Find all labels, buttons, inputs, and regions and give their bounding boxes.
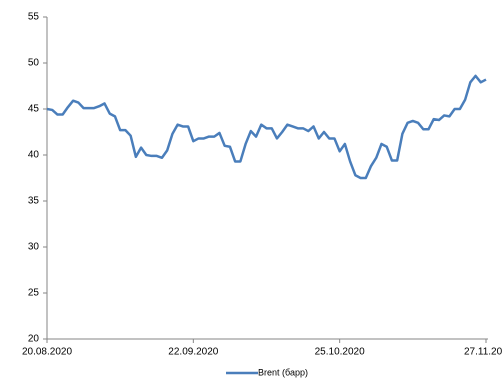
y-tick-label: 50 (28, 58, 40, 69)
x-tick-label: 27.11.20 (464, 347, 502, 358)
y-tick-label: 35 (28, 196, 40, 207)
legend-label: Brent (барр) (258, 367, 308, 377)
x-tick-label: 25.10.2020 (315, 347, 365, 358)
y-tick-label: 55 (28, 12, 40, 23)
y-tick-label: 30 (28, 242, 40, 253)
y-tick-label: 25 (28, 288, 40, 299)
y-tick-label: 40 (28, 150, 40, 161)
y-tick-label: 45 (28, 104, 40, 115)
data-line (46, 74, 487, 180)
x-tick-label: 20.08.2020 (22, 347, 72, 358)
x-tick-label: 22.09.2020 (168, 347, 218, 358)
y-tick-label: 20 (28, 334, 40, 345)
